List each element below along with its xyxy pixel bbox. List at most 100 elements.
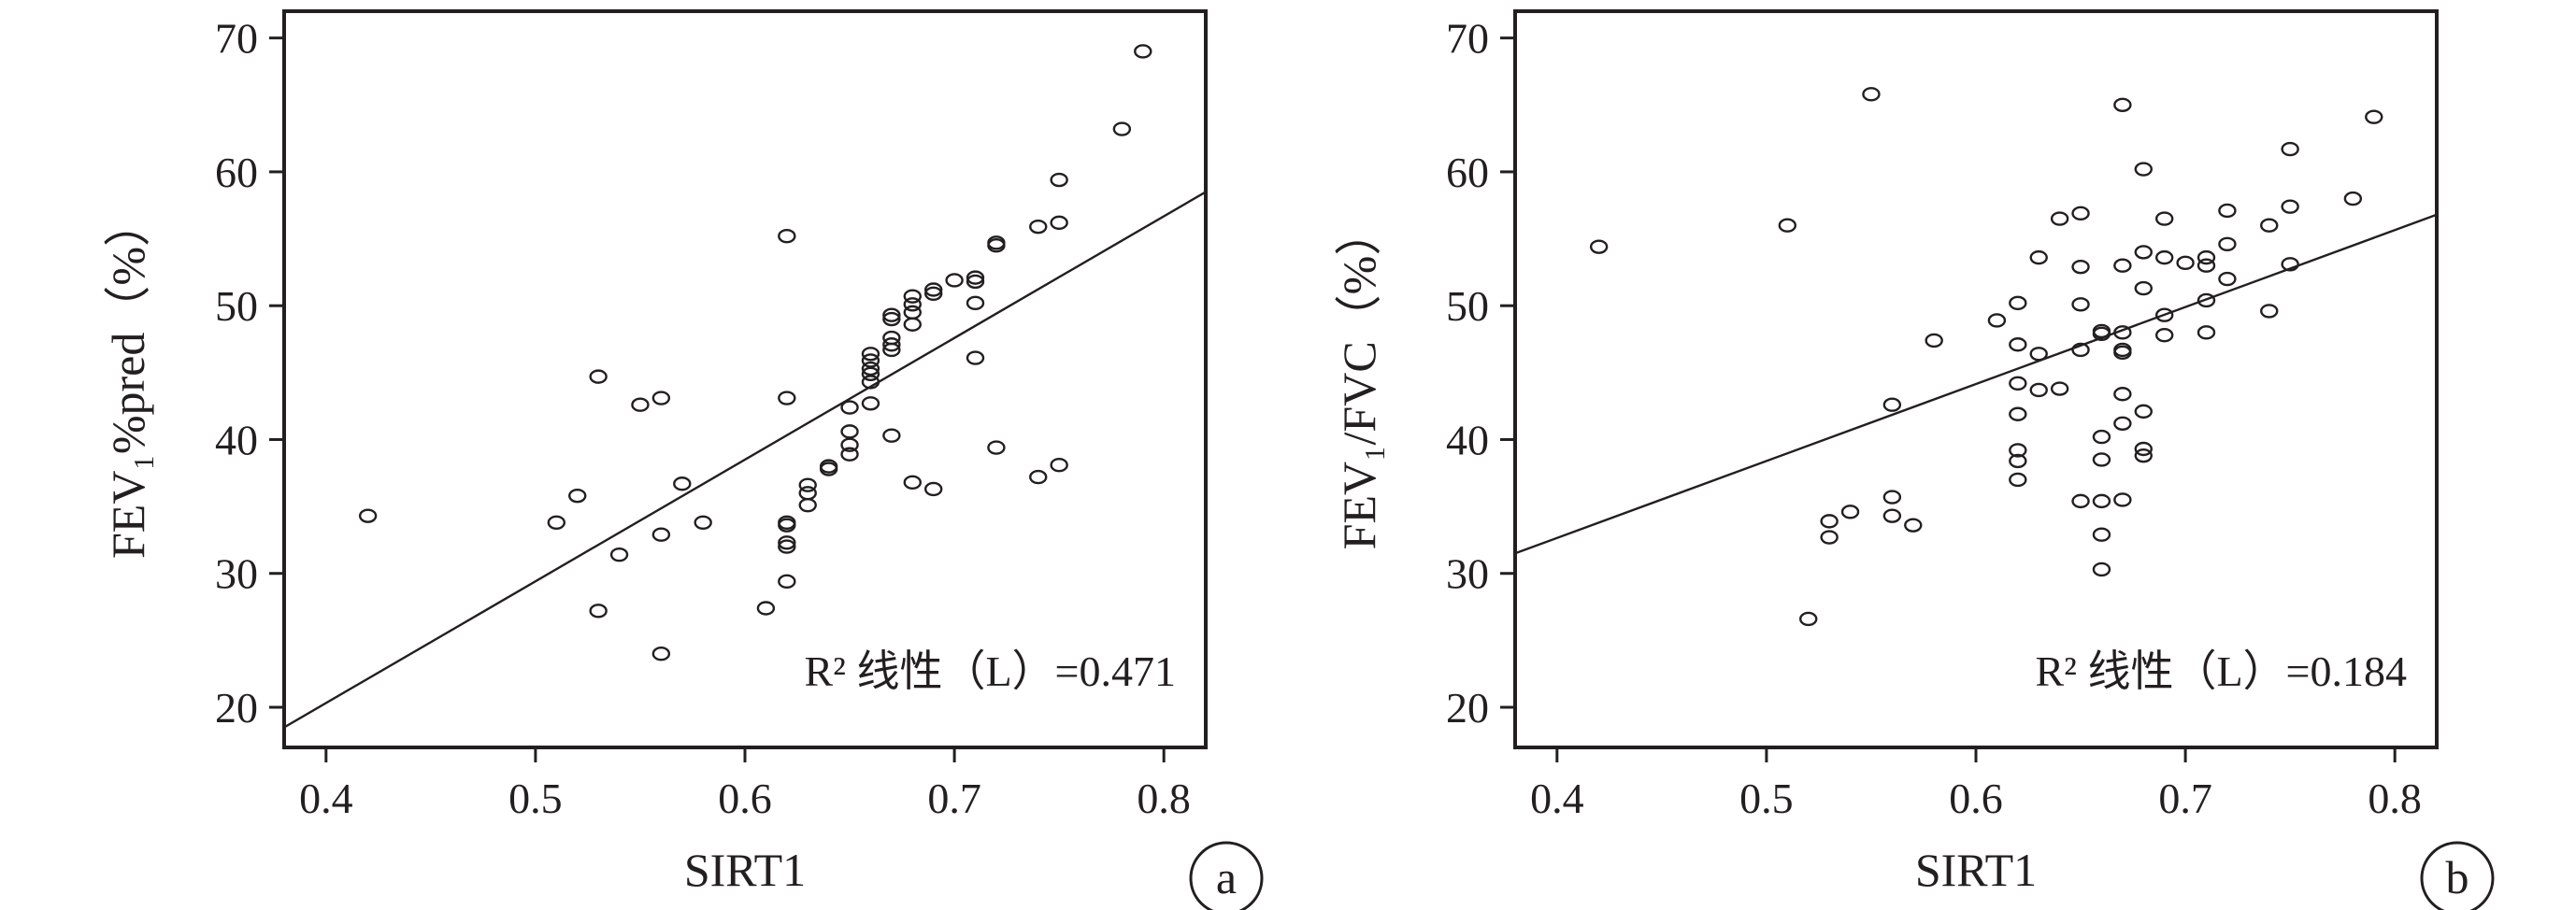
scatter-point bbox=[1589, 239, 1609, 254]
scatter-point bbox=[882, 337, 901, 352]
scatter-point bbox=[2092, 452, 2111, 467]
scatter-point bbox=[2050, 381, 2069, 396]
scatter-point bbox=[1904, 518, 1923, 533]
scatter-point bbox=[1029, 219, 1048, 235]
y-ticks-a: 20 30 40 50 60 70 bbox=[215, 15, 284, 732]
scatter-point bbox=[2260, 218, 2279, 233]
scatter-point bbox=[903, 297, 922, 312]
scatter-point bbox=[945, 273, 964, 288]
scatter-point bbox=[819, 462, 838, 476]
scatter-point bbox=[798, 486, 817, 501]
scatter-point bbox=[798, 477, 817, 492]
r-squared-annotation-a: R² 线性（L）=0.471 bbox=[804, 647, 1176, 695]
y-tick-label: 50 bbox=[215, 282, 258, 330]
scatter-point bbox=[778, 574, 796, 590]
y-tick-label: 40 bbox=[1446, 416, 1489, 463]
y-tick-label: 30 bbox=[215, 550, 258, 598]
scatter-point bbox=[2134, 448, 2153, 463]
scatter-point bbox=[987, 238, 1006, 253]
scatter-point bbox=[2176, 255, 2195, 271]
y-axis-label-b: FEV₁/FVC（%） bbox=[1333, 209, 1385, 550]
scatter-point bbox=[756, 601, 776, 616]
scatter-point bbox=[358, 508, 378, 523]
scatter-point bbox=[966, 274, 985, 290]
scatter-point bbox=[1840, 505, 1860, 519]
x-tick-label: 0.4 bbox=[299, 775, 353, 822]
scatter-point bbox=[1862, 87, 1881, 102]
plot-frame-b bbox=[1513, 9, 2439, 749]
scatter-points-a bbox=[358, 44, 1152, 661]
y-tick-label: 30 bbox=[1446, 550, 1489, 598]
scatter-point bbox=[694, 515, 712, 531]
y-ticks-b: 20 30 40 50 60 70 bbox=[1446, 15, 1515, 732]
y-axis-label-a: FEV₁%pred（%） bbox=[102, 200, 154, 559]
x-tick-label: 0.7 bbox=[927, 775, 981, 822]
scatter-point bbox=[2134, 280, 2153, 296]
scatter-point bbox=[778, 535, 796, 550]
scatter-point bbox=[861, 366, 880, 381]
scatter-point bbox=[1799, 611, 1818, 627]
scatter-point bbox=[2281, 141, 2299, 157]
scatter-point bbox=[987, 440, 1006, 455]
scatter-point bbox=[589, 369, 608, 384]
scatter-point bbox=[2154, 249, 2174, 265]
scatter-point bbox=[1820, 514, 1839, 529]
scatter-point bbox=[840, 447, 859, 462]
scatter-point bbox=[903, 305, 922, 320]
x-ticks-a: 0.4 0.5 0.6 0.7 0.8 bbox=[299, 747, 1191, 822]
scatter-point bbox=[861, 361, 880, 377]
scatter-point bbox=[651, 391, 671, 405]
scatter-point bbox=[631, 397, 650, 412]
scatter-point bbox=[778, 518, 796, 533]
scatter-point bbox=[2113, 345, 2132, 361]
scatter-point bbox=[2197, 325, 2216, 340]
scatter-point bbox=[2029, 382, 2048, 398]
scatter-point bbox=[1029, 469, 1048, 485]
scatter-point bbox=[966, 350, 985, 365]
scatter-point bbox=[2113, 416, 2132, 431]
scatter-point bbox=[2071, 206, 2090, 221]
x-tick-label: 0.5 bbox=[1739, 775, 1794, 822]
y-tick-label: 60 bbox=[1446, 149, 1489, 196]
scatter-point bbox=[2092, 562, 2111, 577]
scatter-point bbox=[1778, 218, 1797, 233]
scatter-point bbox=[2154, 328, 2174, 343]
scatter-point bbox=[568, 488, 587, 504]
scatter-point bbox=[589, 604, 608, 619]
scatter-point bbox=[2071, 297, 2090, 312]
scatter-point bbox=[1134, 44, 1152, 59]
x-axis-label-b: SIRT1 bbox=[1915, 844, 2037, 896]
scatter-point bbox=[778, 391, 796, 405]
scatter-point bbox=[2260, 304, 2279, 319]
scatter-point bbox=[2218, 271, 2237, 287]
y-tick-label: 40 bbox=[215, 416, 258, 463]
scatter-point bbox=[2113, 492, 2132, 507]
y-tick-label: 60 bbox=[215, 149, 258, 196]
scatter-point bbox=[2009, 406, 2027, 421]
badge-circle-a bbox=[1189, 841, 1264, 910]
scatter-point bbox=[2154, 307, 2174, 322]
scatter-point bbox=[2197, 249, 2216, 265]
scatter-points-b bbox=[1589, 87, 2383, 627]
scatter-point bbox=[923, 481, 943, 497]
x-tick-label: 0.6 bbox=[1949, 775, 2003, 822]
scatter-point bbox=[1112, 121, 1132, 136]
scatter-point bbox=[2134, 404, 2153, 419]
scatter-point bbox=[2009, 443, 2027, 458]
scatter-point bbox=[2113, 258, 2132, 273]
scatter-point bbox=[778, 539, 796, 554]
scatter-point bbox=[882, 428, 901, 443]
scatter-point bbox=[2029, 249, 2048, 265]
y-tick-label: 70 bbox=[1446, 15, 1489, 63]
scatter-point bbox=[2154, 211, 2174, 226]
scatter-point bbox=[2281, 257, 2299, 272]
scatter-point bbox=[798, 497, 817, 513]
scatter-point bbox=[651, 527, 671, 542]
y-tick-label: 70 bbox=[215, 15, 258, 63]
scatter-point bbox=[2134, 441, 2153, 457]
scatter-point bbox=[1882, 397, 1902, 412]
y-tick-label: 50 bbox=[1446, 282, 1489, 330]
panel-badge-a: a bbox=[1189, 841, 1264, 910]
scatter-point bbox=[2009, 472, 2027, 488]
